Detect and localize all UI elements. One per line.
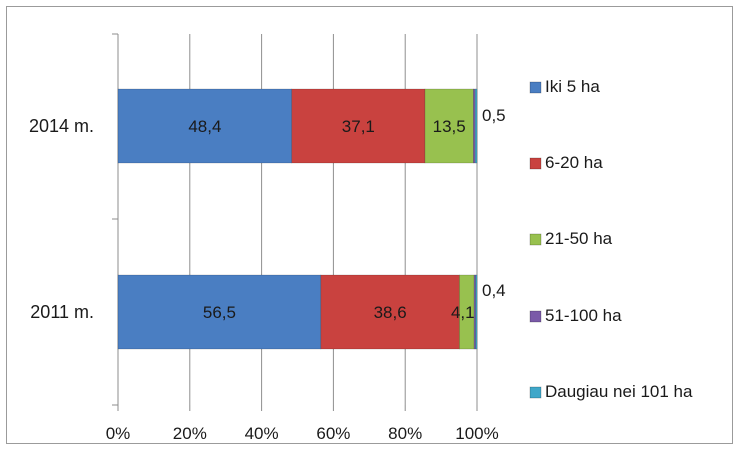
x-tick-label: 60% [316, 424, 350, 443]
category-label: 2011 m. [30, 302, 94, 322]
data-label: 38,6 [374, 303, 407, 322]
legend-swatch [529, 310, 542, 323]
data-label: 4,1 [451, 303, 475, 322]
category-label: 2014 m. [29, 116, 94, 136]
bar-segment [291, 88, 426, 164]
legend-item: Daugiau nei 101 ha [545, 382, 693, 401]
x-tick-label: 80% [388, 424, 422, 443]
bar-segment [474, 88, 478, 164]
data-label: 13,5 [433, 117, 466, 136]
bar-segment [475, 274, 478, 350]
bar-segment [320, 274, 460, 350]
chart-frame [6, 6, 733, 444]
x-tick-label: 0% [106, 424, 131, 443]
data-label: 56,5 [203, 303, 236, 322]
bar-segment [117, 88, 293, 164]
legend-item: 51-100 ha [545, 306, 622, 325]
bar-segment [117, 274, 322, 350]
legend-item: Iki 5 ha [545, 77, 600, 96]
bar-segment [424, 88, 474, 164]
data-label: 0,5 [482, 106, 506, 125]
x-tick-label: 20% [173, 424, 207, 443]
legend-item: 21-50 ha [545, 229, 613, 248]
data-label: 37,1 [342, 117, 375, 136]
legend-swatch [529, 386, 542, 399]
x-tick-label: 40% [245, 424, 279, 443]
x-tick-label: 100% [455, 424, 498, 443]
data-label: 48,4 [188, 117, 221, 136]
legend-item: 6-20 ha [545, 153, 603, 172]
legend-swatch [529, 233, 542, 246]
data-label: 0,4 [482, 281, 506, 300]
legend-swatch [529, 81, 542, 94]
legend-swatch [529, 157, 542, 170]
